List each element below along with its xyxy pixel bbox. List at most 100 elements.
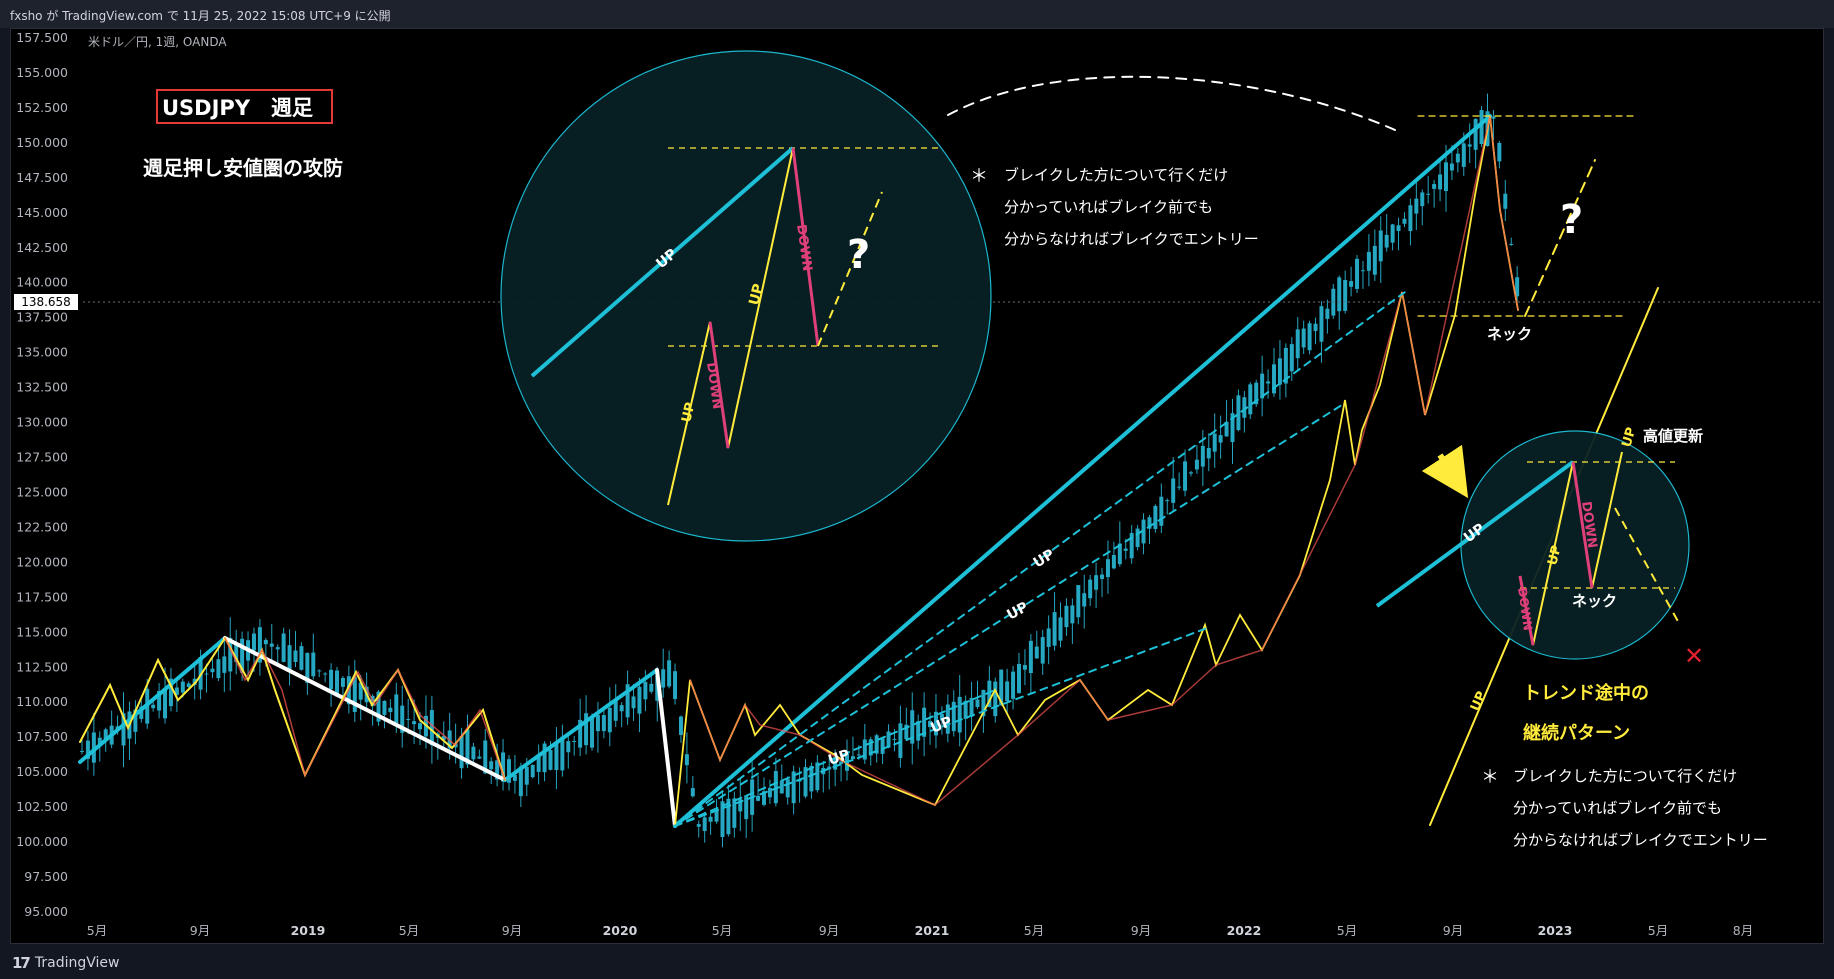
candle-body (1432, 184, 1437, 189)
candle-body (240, 638, 245, 673)
candle-body (329, 669, 334, 690)
candle-body (1272, 364, 1277, 394)
candle-body (560, 736, 565, 771)
candle-body (1064, 605, 1069, 628)
candle-body (1046, 628, 1051, 647)
candle-body (590, 718, 595, 748)
candle-body (1034, 646, 1039, 659)
price-tick-label: 157.500 (16, 30, 68, 45)
price-axis[interactable]: 157.500 155.000 152.500 150.000 147.500 145.0… (16, 30, 68, 919)
candle-body (1242, 397, 1247, 418)
continuation-title-1: トレンド途中の (1523, 682, 1649, 704)
candle-body (702, 817, 707, 832)
projected-up-dashed (1524, 159, 1596, 317)
time-tick-label: 5月 (399, 923, 419, 938)
candle-body (667, 660, 672, 687)
candle-body (1443, 162, 1448, 192)
candle-body (228, 637, 233, 672)
candle-body (607, 707, 612, 733)
candle-body (216, 659, 221, 679)
candle-body (868, 739, 873, 756)
time-tick-label: 5月 (87, 923, 107, 938)
candle-body (157, 690, 162, 711)
candle-body (566, 741, 571, 753)
candle-body (963, 700, 968, 719)
candle-body (1129, 533, 1134, 559)
candle-body (376, 691, 381, 722)
tradingview-brand[interactable]: 17 TradingView (12, 954, 119, 972)
label-down-circle-small-2: DOWN (1515, 586, 1535, 631)
candle-body (1011, 671, 1016, 699)
zigzag-2018-red (224, 637, 506, 781)
candle-body (625, 684, 630, 718)
candle-body (1467, 144, 1472, 147)
candle-body (465, 729, 470, 765)
candle-body (957, 696, 962, 733)
candle-body (673, 671, 678, 699)
candle-body (1135, 528, 1140, 548)
candle-body (299, 646, 304, 670)
candle-body (394, 694, 399, 724)
candle-body (827, 766, 832, 770)
candle-body (690, 788, 695, 797)
candle-body (1224, 421, 1229, 437)
candle-body (418, 723, 423, 730)
price-tick-label: 110.000 (16, 694, 68, 709)
time-tick-label: 2022 (1227, 923, 1262, 938)
candle-body (613, 700, 618, 721)
candle-body (1455, 153, 1460, 163)
candle-body (1325, 308, 1330, 319)
zigzag-2018 (79, 636, 506, 781)
candle-body (1206, 447, 1211, 459)
price-tick-label: 102.500 (16, 799, 68, 814)
candle-body (856, 754, 861, 756)
candle-body (382, 700, 387, 715)
candle-body (1248, 384, 1253, 415)
candle-body (572, 741, 577, 743)
candle-body (1408, 205, 1413, 232)
candle-body (542, 743, 547, 773)
candle-body (536, 754, 541, 772)
candle-body (1183, 461, 1188, 491)
candle-body (1141, 519, 1146, 544)
label-up-fan-3: UP (929, 714, 955, 737)
symbol-info: 米ドル／円, 1週, OANDA (88, 35, 227, 49)
candle-body (281, 633, 286, 662)
candle-body (1076, 585, 1081, 618)
fan-line-2 (674, 402, 1346, 827)
candle-body (1402, 218, 1407, 224)
candle-body (684, 754, 689, 766)
time-axis[interactable]: 5月 9月 2019 5月 9月 2020 5月 9月 2021 5月 9月 2022 5月 9月 2023… (87, 923, 1753, 938)
candle-body (483, 740, 488, 774)
candle-body (317, 670, 322, 672)
candle-body (1028, 640, 1033, 674)
label-up-circle-large-3: UP (679, 401, 698, 424)
time-tick-label: 2019 (291, 923, 326, 938)
fan-line-4 (674, 689, 996, 827)
fan-line-3 (674, 626, 1211, 827)
candle-body (133, 709, 138, 732)
candle-body (441, 735, 446, 740)
price-tick-label: 145.000 (16, 205, 68, 220)
candle-body (809, 765, 814, 792)
continuation-title-2: 継続パターン (1523, 722, 1630, 744)
candle-body (791, 771, 796, 804)
current-price-badge (14, 294, 78, 310)
label-up-long-yellow: UP (1468, 689, 1490, 713)
note-bullet-top: ＊ (970, 166, 988, 187)
label-down-circle-large-1: DOWN (703, 361, 724, 410)
uptrend-leg-2018 (78, 636, 227, 764)
candle-body (1212, 433, 1217, 452)
candle-body (85, 740, 90, 759)
price-tick-label: 130.000 (16, 415, 68, 430)
candle-body (661, 669, 666, 688)
candle-body (168, 678, 173, 707)
label-down-circle-large-2: DOWN (793, 223, 814, 272)
note-bullet-bottom: ＊ (1481, 767, 1499, 788)
candle-body (761, 791, 766, 805)
candle-body (1005, 681, 1010, 702)
candle-body (97, 737, 102, 745)
candle-body (696, 824, 701, 827)
candle-body (412, 721, 417, 725)
